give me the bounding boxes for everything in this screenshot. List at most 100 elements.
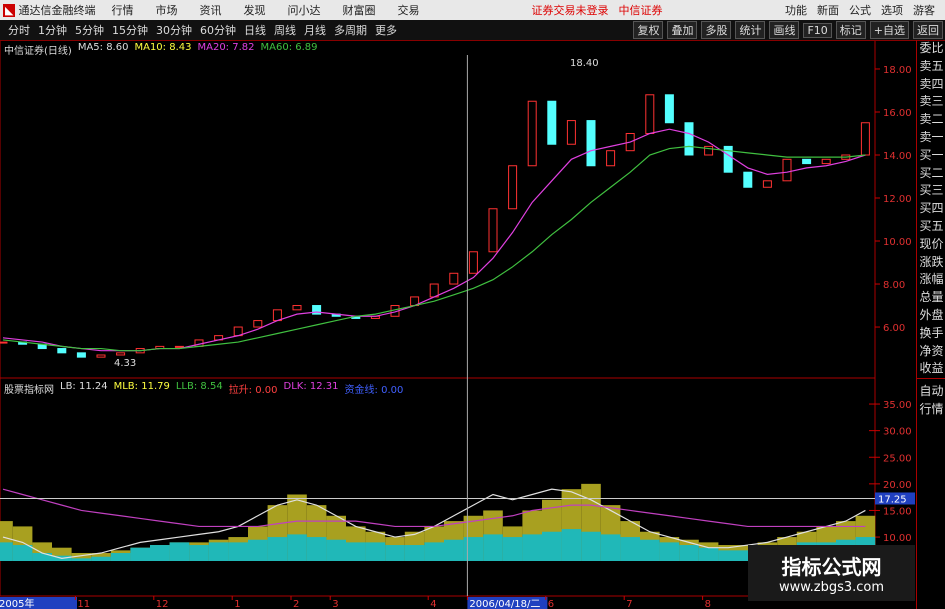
bar <box>208 542 229 561</box>
selected-date <box>467 597 548 609</box>
menu-item[interactable]: 问小达 <box>287 4 321 17</box>
candle <box>508 165 518 210</box>
menu-item[interactable]: 资讯 <box>199 4 222 17</box>
period-button[interactable]: 日线 <box>244 24 266 37</box>
candle <box>704 145 714 156</box>
legend-item: 拉升: 0.00 <box>228 385 278 396</box>
bar <box>698 547 719 561</box>
quote-label: 委比 <box>919 41 944 55</box>
period-button[interactable]: 多周期 <box>334 24 367 37</box>
bar <box>365 542 386 561</box>
bar <box>267 537 288 561</box>
quote-label: 卖二 <box>919 112 944 127</box>
tool-button[interactable]: F10 <box>803 22 832 38</box>
x-tick-label: 8 <box>705 599 711 609</box>
menu-item[interactable]: 功能 <box>785 4 807 17</box>
x-tick-label: 3 <box>332 599 338 609</box>
period-button[interactable]: 15分钟 <box>112 24 148 37</box>
bar <box>542 531 562 561</box>
candle <box>488 208 498 253</box>
period-button[interactable]: 30分钟 <box>156 24 192 37</box>
legend-item: LB: 11.24 <box>60 381 108 392</box>
line <box>2 145 866 352</box>
bar <box>306 537 327 561</box>
menu-item[interactable]: 公式 <box>849 4 871 17</box>
bar <box>738 550 758 561</box>
menu-item[interactable]: 行情 <box>111 4 134 17</box>
candle <box>96 354 106 358</box>
legend-item: MA60: 6.89 <box>260 42 318 53</box>
tool-button[interactable]: 复权 <box>633 21 664 39</box>
bar <box>326 539 346 561</box>
candle <box>645 94 655 134</box>
candle <box>527 100 537 167</box>
tool-button[interactable]: 叠加 <box>667 21 698 39</box>
bar <box>424 542 444 561</box>
x-tick-label: 2 <box>293 599 299 609</box>
y-tick-label: 16.00 <box>883 108 912 119</box>
bar <box>561 529 582 561</box>
bar <box>130 547 150 561</box>
tool-button[interactable]: 统计 <box>735 21 766 39</box>
bar <box>12 545 33 561</box>
y-tick-label: 12.00 <box>883 194 912 205</box>
menu-item[interactable]: 新面 <box>817 4 839 17</box>
quote-label: 卖四 <box>919 76 944 91</box>
divider <box>917 378 945 383</box>
annotation: 4.33 <box>114 358 137 369</box>
period-button[interactable]: 月线 <box>304 24 326 37</box>
toolbar: 分时 1分钟 5分钟 15分钟 30分钟 60分钟 日线 周线 月线 多周期 更多 复权 叠加 多股 统计… <box>0 20 945 41</box>
period-button[interactable]: 更多 <box>375 24 397 37</box>
watermark-title: 指标公式网 <box>781 555 882 579</box>
menu-item[interactable]: 交易 <box>397 4 420 17</box>
period-button[interactable]: 周线 <box>274 24 296 37</box>
indicator-header: 股票指标网 LB: 11.24 MLB: 11.79 LLB: 8.54 拉升:… <box>4 381 403 396</box>
x-tick-label: 2006/04/18/二 <box>469 599 540 609</box>
quote-label: 买二 <box>919 165 944 180</box>
period-button[interactable]: 5分钟 <box>75 24 104 37</box>
period-button[interactable]: 60分钟 <box>200 24 236 37</box>
tools: 复权 叠加 多股 统计 画线 F10 标记 +自选 返回 <box>631 20 945 40</box>
candle <box>586 120 596 167</box>
menu-item[interactable]: 选项 <box>881 4 903 17</box>
quote-label: 涨跌 <box>919 254 944 269</box>
y-tick-label: 10.00 <box>883 533 912 544</box>
period-button[interactable]: 分时 <box>8 24 30 37</box>
side-panel: 委比 卖五 卖四 卖三 卖二 卖一 买一 买二 买三 买四 买五 现价 涨跌 涨幅 总量 外盘 换手 净资 收益 自动… <box>916 40 945 609</box>
status-text: 证券交易未登录 <box>531 4 609 17</box>
menu-item[interactable]: 游客 <box>913 4 935 17</box>
tool-button[interactable]: 画线 <box>769 21 800 39</box>
bar <box>640 539 660 561</box>
bar <box>581 531 601 561</box>
menu-bar: ◣ 通达信金融终端 行情 市场 资讯 发现 问小达 财富圈 交易 证券交易未登录 中信证券 功… <box>0 0 945 20</box>
tool-button[interactable]: 多股 <box>701 21 732 39</box>
y-tick-label: 10.00 <box>883 237 912 248</box>
bar <box>444 539 464 561</box>
quote-label: 涨幅 <box>919 272 944 287</box>
candle <box>566 120 576 145</box>
period-button[interactable]: 1分钟 <box>38 24 67 37</box>
y-tick-label: 6.00 <box>883 323 905 334</box>
tool-button[interactable]: 标记 <box>835 21 866 39</box>
tool-button[interactable]: +自选 <box>869 21 909 39</box>
quote-label: 净资 <box>919 343 944 358</box>
candle <box>116 352 126 356</box>
bar <box>110 553 131 561</box>
menu-item[interactable]: 财富圈 <box>342 4 376 17</box>
candle <box>76 352 86 358</box>
legend-item: MA10: 8.43 <box>134 42 192 53</box>
legend-item: MA20: 7.82 <box>197 42 255 53</box>
candle <box>253 320 263 328</box>
candle <box>449 272 459 285</box>
selected-date <box>0 597 77 609</box>
candle <box>684 122 694 156</box>
y-tick-label: 30.00 <box>883 427 912 438</box>
x-tick-label: 7 <box>626 599 632 609</box>
candle <box>821 158 831 165</box>
legend-item: LLB: 8.54 <box>175 381 223 392</box>
quote-label: 现价 <box>919 236 944 251</box>
menu-item[interactable]: 市场 <box>155 4 178 17</box>
logo: ◣ <box>3 3 16 17</box>
tool-button[interactable]: 返回 <box>913 21 943 39</box>
menu-item[interactable]: 发现 <box>243 4 266 17</box>
